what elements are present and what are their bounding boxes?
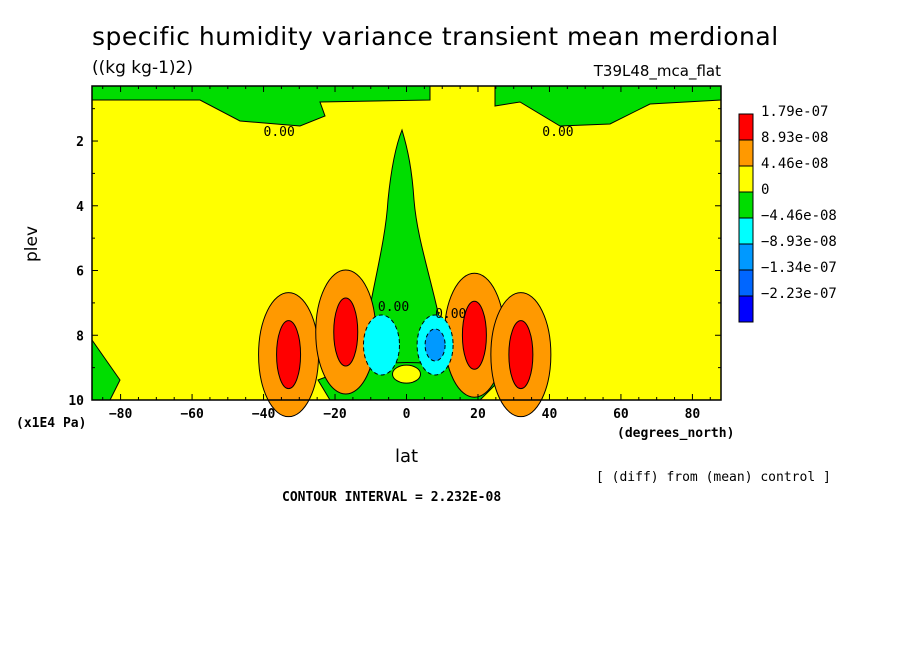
contour-label: 0.00 (435, 307, 466, 322)
x-tick-label: 20 (470, 407, 486, 422)
legend-swatch (738, 165, 754, 193)
legend-swatch (738, 191, 754, 219)
legend-swatch (738, 295, 754, 323)
legend-swatch (738, 217, 754, 245)
x-units-label: (degrees_north) (617, 426, 735, 441)
red-max (461, 300, 487, 370)
legend-swatch (738, 139, 754, 167)
x-tick-label: 40 (542, 407, 558, 422)
legend-label: 4.46e-08 (761, 156, 828, 172)
contour-label: 0.00 (542, 125, 573, 140)
yellow-max (392, 364, 421, 384)
diff-note: [ (diff) from (mean) control ] (596, 470, 831, 485)
blue-min (424, 328, 446, 362)
y-tick-label: 10 (68, 394, 84, 409)
x-tick-label: 60 (613, 407, 629, 422)
contour-label: 0.00 (378, 300, 409, 315)
cyan-min (362, 314, 400, 376)
legend-swatch (738, 243, 754, 271)
x-tick-label: −20 (323, 407, 347, 422)
legend-label: 0 (761, 182, 769, 198)
y-tick-label: 4 (76, 200, 84, 215)
chart-title: specific humidity variance transient mea… (92, 22, 779, 51)
red-max (508, 320, 534, 390)
x-axis-label: lat (395, 446, 419, 467)
negative-region (359, 128, 449, 371)
legend-label: 8.93e-08 (761, 130, 828, 146)
axes: −80 −60 −40 −20 0 20 40 60 80 2 4 6 8 10 (68, 85, 722, 422)
legend-label: 1.79e-07 (761, 104, 828, 120)
legend-label: −4.46e-08 (761, 208, 837, 224)
x-tick-label: −60 (180, 407, 204, 422)
y-units-label: (x1E4 Pa) (16, 416, 87, 431)
red-max (333, 297, 359, 367)
x-tick-label: −80 (109, 407, 133, 422)
legend-label: −8.93e-08 (761, 234, 837, 250)
y-tick-label: 6 (76, 265, 84, 280)
contour-interval: CONTOUR INTERVAL = 2.232E-08 (282, 490, 502, 505)
x-tick-label: −40 (252, 407, 276, 422)
y-tick-label: 8 (76, 329, 84, 344)
y-tick-label: 2 (76, 135, 84, 150)
legend-swatch (738, 113, 754, 141)
red-max (276, 320, 302, 390)
y-axis-label: plev (22, 225, 42, 262)
legend-label: −1.34e-07 (761, 260, 837, 276)
legend: 1.79e-07 8.93e-08 4.46e-08 0 −4.46e-08 −8.93e… (738, 104, 837, 323)
x-tick-label: 80 (685, 407, 701, 422)
chart-units: ((kg kg-1)2) (92, 58, 193, 78)
legend-label: −2.23e-07 (761, 286, 837, 302)
x-tick-label: 0 (403, 407, 411, 422)
plot-area: 0.00 0.00 0.00 0.00 (91, 85, 722, 418)
legend-swatch (738, 269, 754, 297)
experiment-name: T39L48_mca_flat (593, 62, 721, 80)
contour-label: 0.00 (264, 125, 295, 140)
